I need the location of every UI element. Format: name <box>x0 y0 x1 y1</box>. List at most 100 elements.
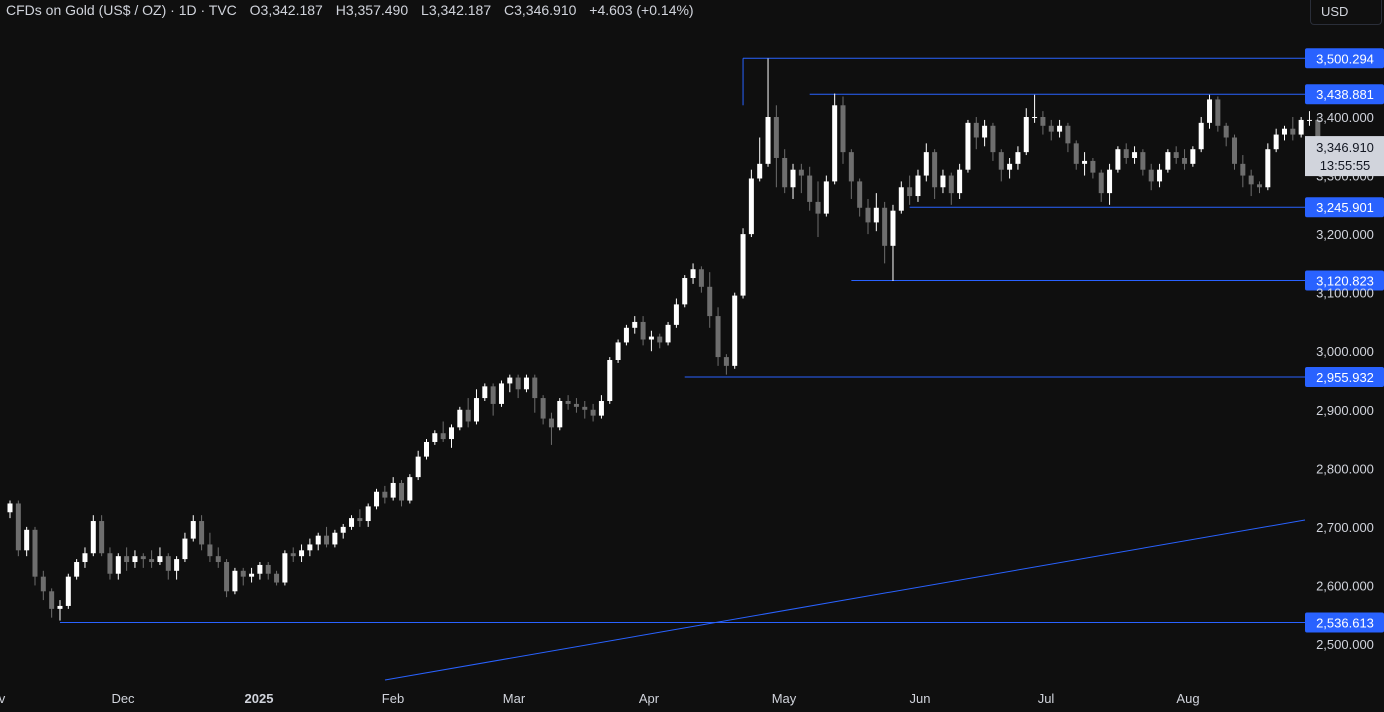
candle-body <box>1065 125 1071 144</box>
candle-body <box>407 477 413 501</box>
candle-body <box>57 605 63 609</box>
level-price-text: 3,438.881 <box>1316 87 1374 102</box>
candle-body <box>182 538 188 560</box>
candle-body <box>140 556 146 560</box>
level-price-label <box>1305 270 1384 291</box>
candle-body <box>515 377 521 390</box>
chart-header: CFDs on Gold (US$ / OZ) · 1D · TVC O3,34… <box>6 2 703 20</box>
candle-body <box>1315 119 1321 150</box>
candle-body <box>1140 152 1146 170</box>
currency-button[interactable]: USD <box>1310 0 1382 25</box>
candle-body <box>40 576 46 592</box>
candle-body <box>382 491 388 498</box>
candle-body <box>1198 122 1204 150</box>
level-price-label <box>1305 612 1384 633</box>
candle-body <box>1007 163 1013 170</box>
candle-body <box>990 125 996 153</box>
candle-body <box>790 169 796 188</box>
candle-body <box>723 357 729 366</box>
candle-body <box>807 175 813 202</box>
candle-body <box>482 386 488 399</box>
candle-body <box>224 562 230 592</box>
x-tick-label: Jul <box>1038 691 1055 706</box>
candle-body <box>448 427 454 440</box>
candle-body <box>15 503 21 551</box>
x-tick-label: Jun <box>910 691 931 706</box>
trend-line[interactable] <box>384 519 1306 681</box>
candle-body <box>573 403 579 407</box>
candle-body <box>399 482 405 501</box>
candle-body <box>1073 143 1079 164</box>
symbol-title: CFDs on Gold (US$ / OZ) · 1D · TVC <box>6 2 237 18</box>
candle-body <box>1248 175 1254 185</box>
candle-body <box>890 210 896 246</box>
candle-body <box>1132 152 1138 158</box>
candle-body <box>232 570 238 592</box>
candle-body <box>257 564 263 574</box>
candle-body <box>149 559 155 563</box>
candle-body <box>757 163 763 179</box>
y-tick-label: 2,500.000 <box>1316 637 1374 652</box>
y-tick-label: 3,100.000 <box>1316 286 1374 301</box>
candle-body <box>740 234 746 296</box>
current-price-label <box>1305 136 1384 177</box>
candle-body <box>965 122 971 170</box>
candle-body <box>1057 125 1063 132</box>
candle-body <box>1190 149 1196 164</box>
candle-body <box>1232 137 1238 164</box>
level-price-text: 3,120.823 <box>1316 273 1374 288</box>
candle-body <box>665 324 671 343</box>
candle-body <box>732 295 738 366</box>
candle-body <box>707 286 713 317</box>
candle-body <box>682 278 688 305</box>
candle-body <box>982 125 988 138</box>
candle-body <box>390 482 396 498</box>
candle-body <box>465 409 471 422</box>
candle-body <box>107 553 113 574</box>
candle-body <box>1040 117 1046 126</box>
candle-body <box>199 521 205 545</box>
candle-body <box>698 269 704 287</box>
candle-body <box>657 336 663 343</box>
candle-body <box>307 544 313 551</box>
candle-body <box>1032 117 1038 118</box>
level-price-text: 2,955.932 <box>1316 370 1374 385</box>
candle-body <box>240 570 246 577</box>
candle-body <box>1215 99 1221 126</box>
candle-body <box>673 304 679 325</box>
countdown-text: 13:55:55 <box>1320 158 1371 173</box>
candle-body <box>365 506 371 522</box>
candle-body <box>1298 119 1304 135</box>
candle-body <box>715 316 721 358</box>
candle-body <box>340 526 346 533</box>
candle-body <box>207 544 213 557</box>
candle-body <box>290 553 296 557</box>
candle-body <box>690 269 696 279</box>
candle-body <box>898 187 904 211</box>
candle-body <box>115 556 121 574</box>
candle-body <box>857 181 863 208</box>
candle-body <box>923 152 929 176</box>
candle-body <box>265 564 271 574</box>
candle-body <box>415 456 421 478</box>
candle-body <box>548 418 554 428</box>
candle-body <box>940 175 946 188</box>
candle-body <box>598 400 604 416</box>
candle-body <box>1290 128 1296 135</box>
price-change: +4.603 (+0.14%) <box>589 2 694 18</box>
candle-body <box>282 553 288 583</box>
candle-body <box>1123 149 1129 158</box>
candle-body <box>432 433 438 442</box>
candle-body <box>1273 134 1279 150</box>
candle-body <box>590 409 596 416</box>
ohlc-close: C3,346.910 <box>504 2 577 18</box>
candle-body <box>523 377 529 390</box>
candle-body <box>873 207 879 223</box>
candle-body <box>1098 172 1104 194</box>
candle-body <box>865 207 871 223</box>
candle-body <box>457 409 463 428</box>
candle-body <box>1265 149 1271 188</box>
candle-body <box>973 122 979 138</box>
candle-body <box>490 386 496 404</box>
